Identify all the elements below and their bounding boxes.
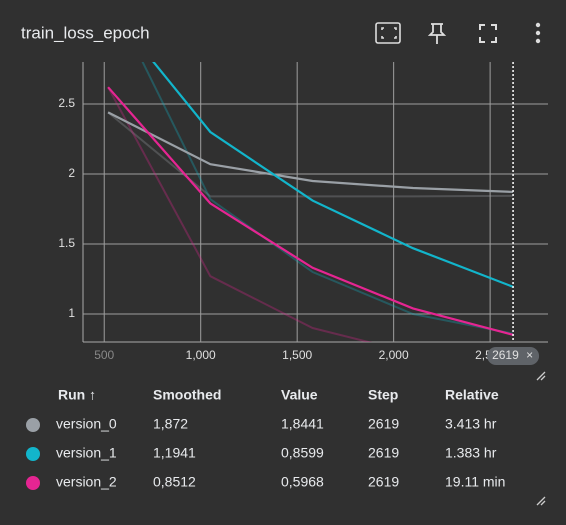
cell: 1,872: [153, 416, 188, 432]
hover-close: ×: [526, 348, 533, 362]
y-tick-label: 1.5: [58, 236, 75, 250]
cell: 0,8599: [281, 445, 324, 461]
run-color: [26, 447, 40, 461]
x-tick-label: 500: [94, 348, 114, 362]
cell: 1,1941: [153, 445, 196, 461]
pin-icon[interactable]: [427, 23, 447, 44]
cell: 3.413 hr: [445, 416, 497, 432]
cell: version_1: [56, 445, 117, 461]
fit-icon[interactable]: [375, 22, 401, 44]
column-header: Value: [281, 387, 318, 403]
column-header: Run ↑: [58, 387, 96, 403]
y-tick-label: 2: [68, 166, 75, 180]
chart-title: train_loss_epoch: [21, 23, 150, 42]
cell: 2619: [368, 416, 399, 432]
cell: 2619: [368, 445, 399, 461]
hover-step: 2619: [492, 348, 519, 362]
cell: 1,8441: [281, 416, 324, 432]
raw-line: [107, 86, 373, 342]
x-tick-label: 2,000: [379, 348, 409, 362]
hover-chip: [487, 347, 540, 365]
x-tick-label: 1,000: [186, 348, 216, 362]
smoothed-line: [152, 62, 514, 288]
cell: 1.383 hr: [445, 445, 497, 461]
resize-handle[interactable]: [536, 371, 546, 381]
cell: 2619: [368, 474, 399, 490]
cell: version_0: [56, 416, 117, 432]
raw-line: [141, 62, 514, 335]
cell: 0,8512: [153, 474, 196, 490]
menu-icon[interactable]: [535, 22, 541, 44]
smoothed-line: [107, 86, 514, 336]
column-header: Step: [368, 387, 398, 403]
data-table: Run ↑ Smoothed Value Step Relative version_0 1…: [26, 387, 505, 490]
y-tick-label: 1: [68, 306, 75, 320]
cell: version_2: [56, 474, 117, 490]
cell: 0,5968: [281, 474, 324, 490]
column-header: Relative: [445, 387, 499, 403]
column-header: Smoothed: [153, 387, 221, 403]
cell: 19.11 min: [445, 474, 505, 490]
run-color: [26, 476, 40, 490]
run-color: [26, 418, 40, 432]
resize-handle[interactable]: [536, 496, 546, 506]
fullscreen-icon[interactable]: [479, 24, 497, 43]
x-tick-label: 1,500: [282, 348, 312, 362]
y-tick-label: 2.5: [58, 96, 75, 110]
raw-line: [107, 111, 514, 198]
smoothed-line: [107, 111, 514, 194]
